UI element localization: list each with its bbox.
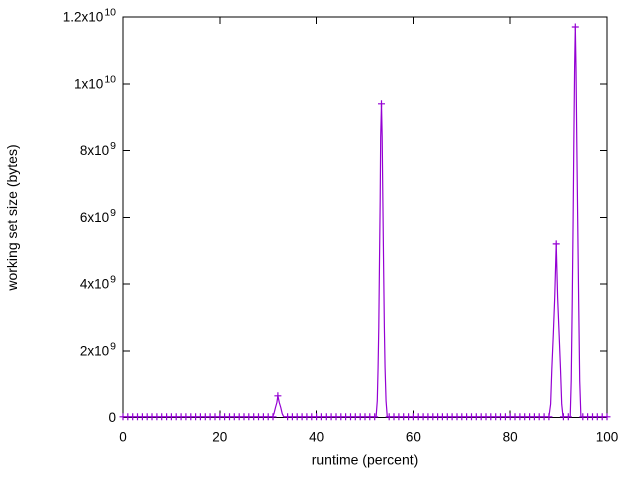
x-tick-label: 60 [406,430,421,445]
y-tick-label: 1x1010 [74,73,116,91]
x-tick-label: 100 [596,430,619,445]
y-tick-label: 2x109 [80,340,116,358]
x-tick-label: 80 [503,430,518,445]
y-axis-title: working set size (bytes) [4,144,20,291]
y-tick-label: 4x109 [80,274,116,292]
y-tick-label: 6x109 [80,207,116,225]
x-tick-label: 20 [212,430,227,445]
tick-labels: 0 20 40 60 80 100 0 2x109 4x109 6x109 8x109 1x1010 1… [63,7,619,445]
series-markers [119,23,611,421]
axis-ticks [122,16,608,418]
x-axis-title: runtime (percent) [312,452,419,468]
y-tick-label: 8x109 [80,140,116,158]
y-tick-label: 1.2x1010 [63,7,116,25]
data-series [119,23,611,421]
y-tick-label: 0 [108,410,116,425]
x-tick-label: 40 [309,430,324,445]
x-tick-label: 0 [119,430,127,445]
